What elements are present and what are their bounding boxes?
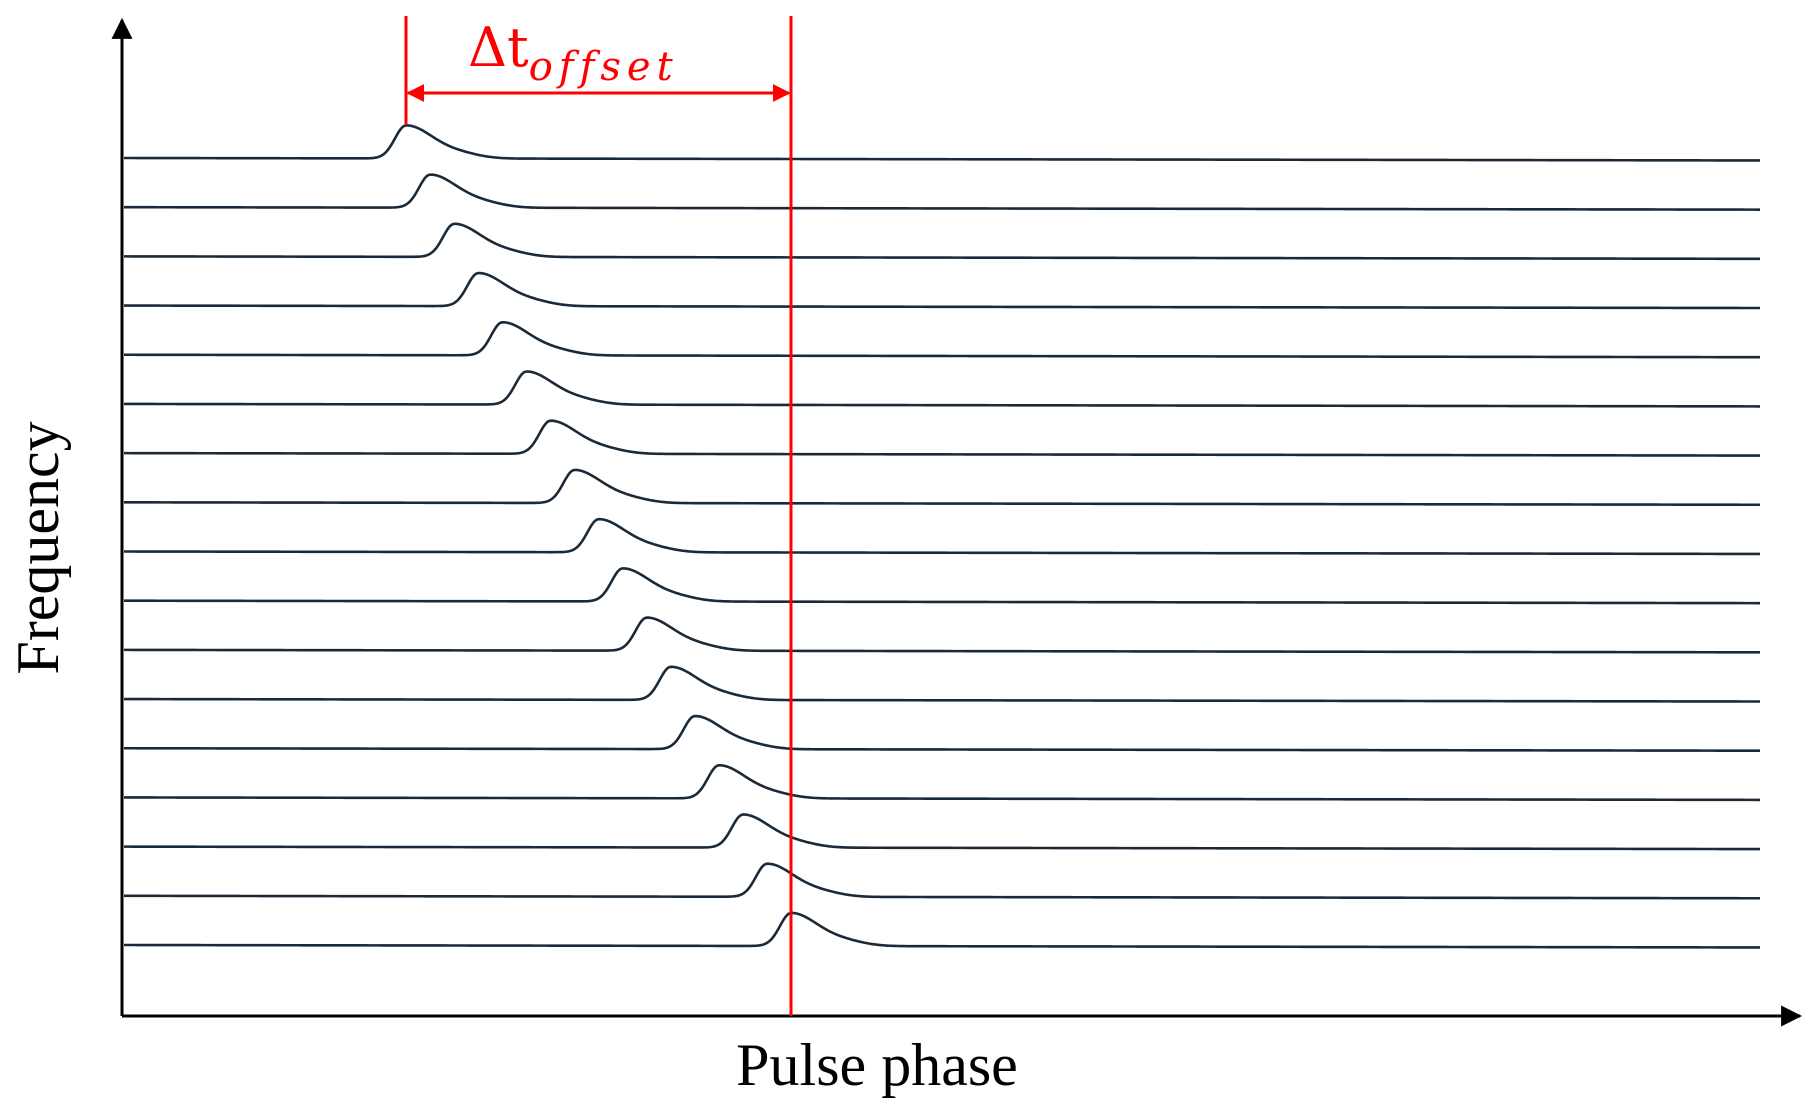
pulse-trace-5 — [124, 320, 1760, 359]
pulse-traces — [123, 124, 1761, 949]
pulse-trace-12 — [123, 665, 1761, 703]
pulse-trace-16 — [123, 862, 1761, 900]
pulse-trace-2 — [124, 173, 1760, 211]
pulse-trace-10 — [124, 567, 1760, 605]
pulse-trace-11 — [124, 616, 1760, 654]
pulse-trace-13 — [124, 714, 1760, 752]
offset-symbol: Δt — [468, 16, 529, 79]
x-axis-label: Pulse phase — [736, 1032, 1018, 1098]
pulse-trace-3 — [124, 222, 1760, 261]
pulse-trace-1 — [124, 124, 1760, 162]
pulse-trace-17 — [124, 911, 1760, 949]
pulse-trace-15 — [124, 813, 1760, 851]
pulse-trace-7 — [124, 419, 1760, 457]
y-axis-label: Frequency — [5, 421, 71, 674]
offset-label: Δtoffset — [468, 16, 679, 90]
pulse-trace-9 — [124, 517, 1760, 556]
pulse-trace-8 — [123, 468, 1761, 507]
pulse-trace-14 — [124, 763, 1760, 802]
offset-subscript: offset — [529, 44, 679, 90]
pulse-trace-4 — [123, 271, 1761, 310]
pulse-trace-6 — [124, 370, 1760, 408]
